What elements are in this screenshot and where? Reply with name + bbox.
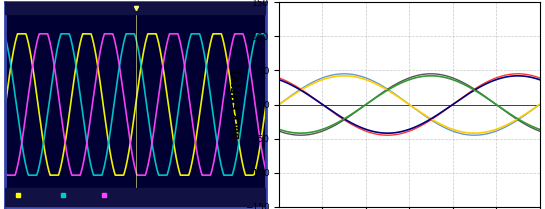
Bar [5, 189, 266, 207]
Y-axis label: Back EMF[V]: Back EMF[V] [232, 70, 242, 139]
Legend: PhaseA(Test), PhaseB(Test), PhaseC(Test): PhaseA(Test), PhaseB(Test), PhaseC(Test) [294, 0, 524, 1]
Bar [5, 2, 266, 14]
